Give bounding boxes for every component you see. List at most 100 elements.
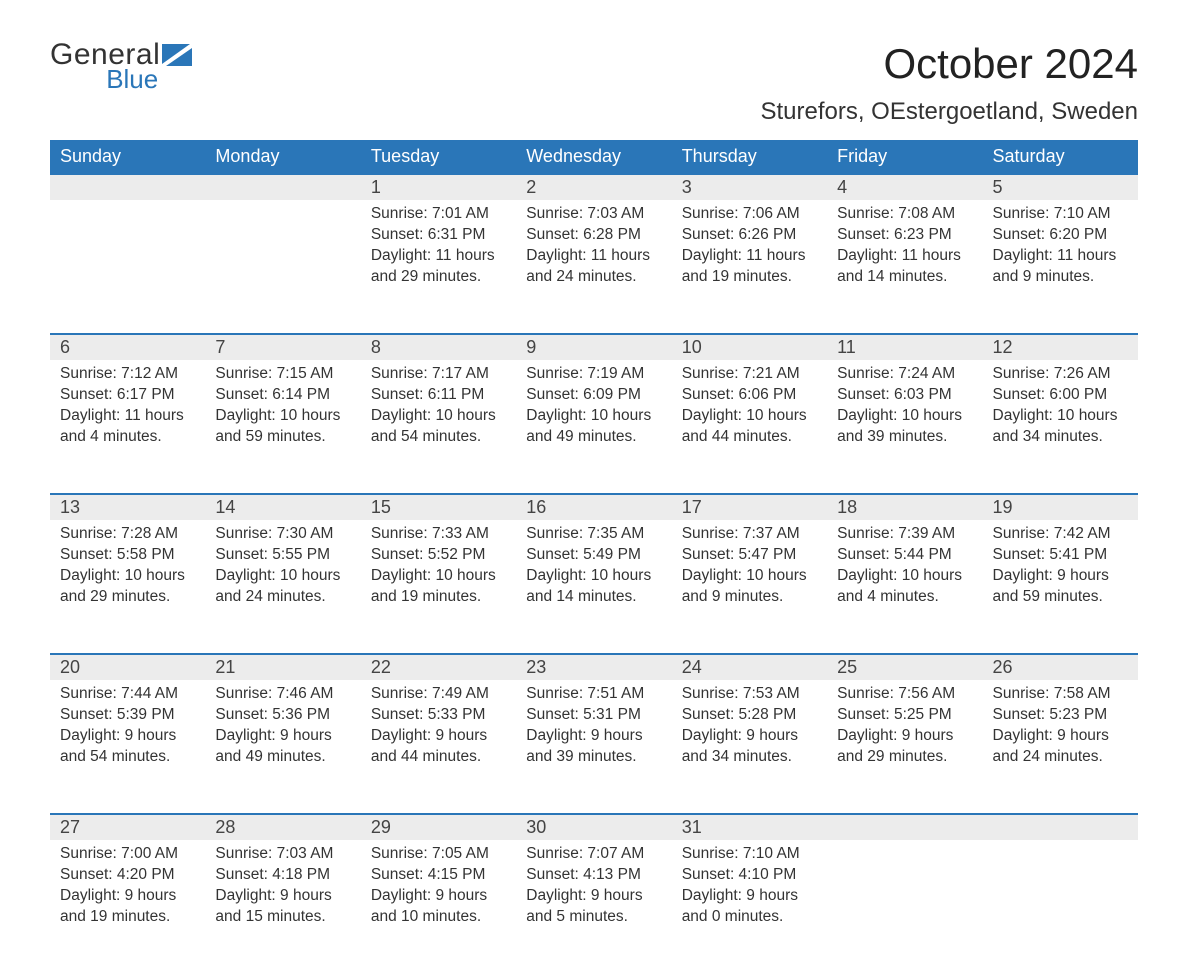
day-content-cell: Sunrise: 7:46 AMSunset: 5:36 PMDaylight:… [205, 680, 360, 814]
day-number-cell [50, 174, 205, 200]
day-header: Monday [205, 140, 360, 174]
daylight-text: Daylight: 11 hours and 14 minutes. [837, 246, 972, 288]
daylight-text: Daylight: 9 hours and 10 minutes. [371, 886, 506, 928]
week-daynum-row: 12345 [50, 174, 1138, 200]
sunset-text: Sunset: 6:09 PM [526, 385, 661, 406]
week-daynum-row: 6789101112 [50, 334, 1138, 360]
day-header: Saturday [983, 140, 1138, 174]
sunrise-text: Sunrise: 7:19 AM [526, 364, 661, 385]
sunrise-text: Sunrise: 7:10 AM [993, 204, 1128, 225]
week-content-row: Sunrise: 7:12 AMSunset: 6:17 PMDaylight:… [50, 360, 1138, 494]
day-content-cell: Sunrise: 7:17 AMSunset: 6:11 PMDaylight:… [361, 360, 516, 494]
day-content-cell: Sunrise: 7:12 AMSunset: 6:17 PMDaylight:… [50, 360, 205, 494]
sunset-text: Sunset: 5:23 PM [993, 705, 1128, 726]
sunrise-text: Sunrise: 7:26 AM [993, 364, 1128, 385]
daylight-text: Daylight: 9 hours and 15 minutes. [215, 886, 350, 928]
sunrise-text: Sunrise: 7:03 AM [526, 204, 661, 225]
week-daynum-row: 20212223242526 [50, 654, 1138, 680]
sunrise-text: Sunrise: 7:12 AM [60, 364, 195, 385]
day-number-cell [983, 814, 1138, 840]
sunrise-text: Sunrise: 7:56 AM [837, 684, 972, 705]
day-number-cell: 13 [50, 494, 205, 520]
daylight-text: Daylight: 9 hours and 24 minutes. [993, 726, 1128, 768]
sunrise-text: Sunrise: 7:24 AM [837, 364, 972, 385]
sunset-text: Sunset: 6:28 PM [526, 225, 661, 246]
sunrise-text: Sunrise: 7:21 AM [682, 364, 817, 385]
day-content-cell: Sunrise: 7:28 AMSunset: 5:58 PMDaylight:… [50, 520, 205, 654]
day-header-row: SundayMondayTuesdayWednesdayThursdayFrid… [50, 140, 1138, 174]
day-number-cell: 27 [50, 814, 205, 840]
sunset-text: Sunset: 6:20 PM [993, 225, 1128, 246]
day-content-cell: Sunrise: 7:21 AMSunset: 6:06 PMDaylight:… [672, 360, 827, 494]
sunrise-text: Sunrise: 7:15 AM [215, 364, 350, 385]
day-content-cell: Sunrise: 7:19 AMSunset: 6:09 PMDaylight:… [516, 360, 671, 494]
day-header: Sunday [50, 140, 205, 174]
daylight-text: Daylight: 9 hours and 5 minutes. [526, 886, 661, 928]
daylight-text: Daylight: 9 hours and 34 minutes. [682, 726, 817, 768]
sunset-text: Sunset: 4:13 PM [526, 865, 661, 886]
sunrise-text: Sunrise: 7:35 AM [526, 524, 661, 545]
day-content-cell: Sunrise: 7:42 AMSunset: 5:41 PMDaylight:… [983, 520, 1138, 654]
daylight-text: Daylight: 11 hours and 29 minutes. [371, 246, 506, 288]
sunrise-text: Sunrise: 7:28 AM [60, 524, 195, 545]
day-content-cell: Sunrise: 7:10 AMSunset: 6:20 PMDaylight:… [983, 200, 1138, 334]
day-number-cell: 11 [827, 334, 982, 360]
sunset-text: Sunset: 6:03 PM [837, 385, 972, 406]
sunset-text: Sunset: 5:28 PM [682, 705, 817, 726]
sunset-text: Sunset: 5:44 PM [837, 545, 972, 566]
daylight-text: Daylight: 10 hours and 19 minutes. [371, 566, 506, 608]
daylight-text: Daylight: 9 hours and 59 minutes. [993, 566, 1128, 608]
sunset-text: Sunset: 5:47 PM [682, 545, 817, 566]
sunrise-text: Sunrise: 7:51 AM [526, 684, 661, 705]
day-number-cell: 6 [50, 334, 205, 360]
day-number-cell: 12 [983, 334, 1138, 360]
day-header: Thursday [672, 140, 827, 174]
daylight-text: Daylight: 11 hours and 24 minutes. [526, 246, 661, 288]
sunrise-text: Sunrise: 7:05 AM [371, 844, 506, 865]
day-number-cell: 4 [827, 174, 982, 200]
day-content-cell: Sunrise: 7:07 AMSunset: 4:13 PMDaylight:… [516, 840, 671, 974]
sunset-text: Sunset: 4:10 PM [682, 865, 817, 886]
sunset-text: Sunset: 6:23 PM [837, 225, 972, 246]
sunset-text: Sunset: 5:33 PM [371, 705, 506, 726]
day-number-cell: 20 [50, 654, 205, 680]
brand-blue: Blue [50, 66, 160, 92]
sunset-text: Sunset: 6:26 PM [682, 225, 817, 246]
sunrise-text: Sunrise: 7:33 AM [371, 524, 506, 545]
day-content-cell: Sunrise: 7:10 AMSunset: 4:10 PMDaylight:… [672, 840, 827, 974]
day-number-cell: 8 [361, 334, 516, 360]
day-number-cell: 10 [672, 334, 827, 360]
week-content-row: Sunrise: 7:44 AMSunset: 5:39 PMDaylight:… [50, 680, 1138, 814]
day-content-cell: Sunrise: 7:03 AMSunset: 6:28 PMDaylight:… [516, 200, 671, 334]
day-content-cell [827, 840, 982, 974]
sunrise-text: Sunrise: 7:08 AM [837, 204, 972, 225]
daylight-text: Daylight: 11 hours and 9 minutes. [993, 246, 1128, 288]
sunrise-text: Sunrise: 7:00 AM [60, 844, 195, 865]
sunset-text: Sunset: 4:18 PM [215, 865, 350, 886]
day-content-cell: Sunrise: 7:51 AMSunset: 5:31 PMDaylight:… [516, 680, 671, 814]
daylight-text: Daylight: 9 hours and 29 minutes. [837, 726, 972, 768]
day-number-cell: 2 [516, 174, 671, 200]
day-content-cell: Sunrise: 7:24 AMSunset: 6:03 PMDaylight:… [827, 360, 982, 494]
location-subtitle: Sturefors, OEstergoetland, Sweden [50, 98, 1138, 126]
day-content-cell: Sunrise: 7:35 AMSunset: 5:49 PMDaylight:… [516, 520, 671, 654]
sunset-text: Sunset: 6:31 PM [371, 225, 506, 246]
daylight-text: Daylight: 9 hours and 19 minutes. [60, 886, 195, 928]
day-number-cell: 29 [361, 814, 516, 840]
day-number-cell: 17 [672, 494, 827, 520]
sunset-text: Sunset: 6:00 PM [993, 385, 1128, 406]
day-content-cell [50, 200, 205, 334]
day-number-cell: 19 [983, 494, 1138, 520]
week-content-row: Sunrise: 7:01 AMSunset: 6:31 PMDaylight:… [50, 200, 1138, 334]
day-header: Tuesday [361, 140, 516, 174]
day-number-cell: 18 [827, 494, 982, 520]
daylight-text: Daylight: 10 hours and 9 minutes. [682, 566, 817, 608]
daylight-text: Daylight: 10 hours and 29 minutes. [60, 566, 195, 608]
brand-logo: General Blue [50, 40, 198, 92]
daylight-text: Daylight: 10 hours and 39 minutes. [837, 406, 972, 448]
day-content-cell: Sunrise: 7:44 AMSunset: 5:39 PMDaylight:… [50, 680, 205, 814]
header: General Blue October 2024 [50, 40, 1138, 92]
day-content-cell: Sunrise: 7:05 AMSunset: 4:15 PMDaylight:… [361, 840, 516, 974]
sunset-text: Sunset: 6:11 PM [371, 385, 506, 406]
day-number-cell: 23 [516, 654, 671, 680]
